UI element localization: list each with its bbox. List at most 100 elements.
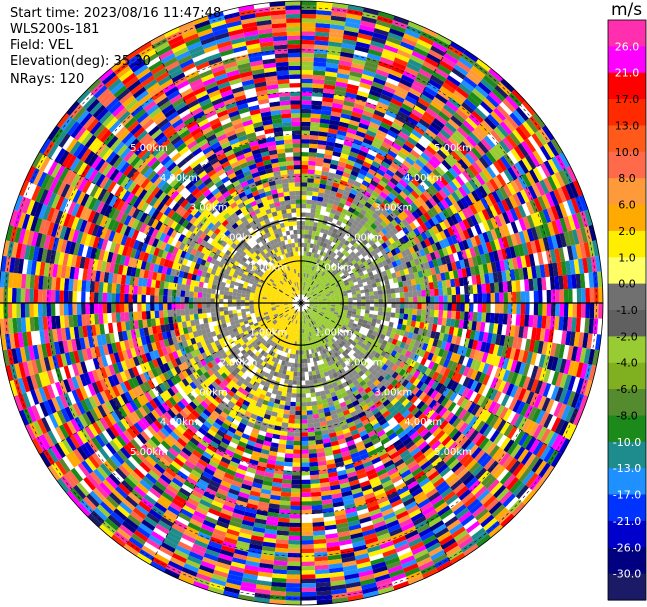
range-gate-cell [357, 268, 363, 274]
range-gate-cell [422, 190, 432, 200]
range-gate-cell [294, 427, 301, 433]
range-gate-cell [384, 184, 394, 193]
range-gate-cell [368, 246, 375, 253]
range-gate-cell [404, 248, 412, 256]
range-gate-cell [443, 218, 451, 229]
range-gate-cell [373, 253, 380, 260]
range-gate-cell [308, 152, 317, 158]
range-gate-cell [422, 27, 439, 38]
range-gate-cell [401, 242, 409, 251]
range-gate-cell [303, 290, 306, 295]
range-gate-cell [305, 273, 308, 278]
range-gate-cell [390, 288, 396, 294]
range-gate-cell [424, 57, 440, 68]
range-gate-cell [307, 431, 315, 437]
range-gate-cell [438, 176, 449, 187]
range-gate-cell [472, 161, 483, 174]
range-gate-cell [415, 142, 426, 153]
range-gate-cell [358, 229, 365, 236]
range-gate-cell [383, 113, 395, 123]
range-gate-cell [413, 227, 421, 237]
range-gate-cell [416, 309, 422, 316]
range-gate-cell [404, 66, 419, 77]
range-gate-cell [304, 291, 307, 296]
range-gate-cell [301, 514, 313, 519]
range-gate-cell [329, 256, 334, 262]
range-gate-cell [316, 284, 321, 289]
range-gate-cell [485, 283, 491, 294]
range-gate-cell [447, 45, 464, 57]
range-gate-cell [346, 83, 360, 91]
range-gate-cell [492, 176, 503, 189]
range-gate-cell [347, 248, 353, 255]
range-gate-cell [347, 79, 361, 87]
range-gate-cell [320, 228, 325, 234]
range-gate-cell [356, 37, 372, 45]
range-gate-cell [424, 316, 430, 324]
range-gate-cell [292, 453, 301, 459]
range-gate-cell [477, 293, 483, 303]
range-gate-cell [334, 254, 339, 260]
range-gate-cell [546, 289, 552, 303]
range-gate-cell [373, 310, 379, 316]
range-gate-cell [285, 600, 301, 605]
range-gate-cell [328, 245, 334, 251]
range-gate-cell [436, 33, 452, 46]
range-gate-cell [326, 249, 332, 255]
range-gate-cell [355, 41, 371, 49]
range-gate-cell [374, 303, 379, 308]
range-gate-cell [319, 118, 330, 124]
range-gate-cell [354, 205, 363, 213]
range-gate-cell [324, 149, 334, 156]
range-gate-cell [488, 91, 503, 105]
range-gate-cell [448, 180, 459, 192]
range-gate-cell [511, 280, 517, 292]
range-gate-cell [355, 216, 362, 223]
range-gate-cell [314, 174, 322, 180]
range-gate-cell [350, 223, 357, 230]
range-gate-cell [407, 21, 424, 32]
range-gate-cell [285, 396, 292, 402]
range-gate-cell [463, 76, 478, 89]
range-gate-cell [358, 248, 365, 255]
range-gate-cell [323, 215, 329, 221]
range-gate-cell [315, 292, 321, 296]
range-gate-cell [312, 276, 317, 281]
range-gate-cell [516, 291, 521, 303]
range-gate-cell [436, 149, 448, 160]
range-gate-cell [294, 363, 298, 368]
range-gate-cell [515, 106, 529, 122]
range-gate-cell [445, 206, 455, 217]
range-gate-cell [398, 202, 407, 211]
range-gate-cell [310, 478, 320, 484]
range-gate-cell [387, 298, 392, 303]
range-gate-cell [387, 149, 398, 159]
range-gate-cell [301, 583, 316, 588]
range-gate-cell [435, 114, 448, 126]
range-gate-cell [458, 172, 469, 184]
range-gate-cell [311, 266, 315, 271]
range-gate-cell [302, 277, 304, 282]
range-gate-cell [455, 286, 461, 295]
range-gate-cell [383, 172, 393, 181]
range-gate-cell [338, 60, 353, 67]
range-gate-cell [462, 120, 475, 133]
range-gate-cell [387, 105, 399, 115]
range-gate-cell [287, 557, 301, 562]
range-gate-cell [459, 311, 465, 321]
range-gate-cell [377, 244, 385, 252]
range-gate-cell [543, 160, 555, 176]
range-gate-cell [406, 116, 419, 126]
range-gate-cell [404, 297, 409, 303]
range-gate-cell [447, 118, 460, 130]
range-gate-cell [439, 221, 448, 231]
range-gate-cell [439, 128, 452, 140]
range-gate-cell [301, 246, 304, 252]
range-gate-cell [333, 243, 339, 249]
range-gate-cell [308, 289, 312, 293]
range-gate-cell [310, 204, 317, 210]
range-gate-cell [390, 189, 400, 198]
range-gate-cell [308, 436, 316, 441]
range-gate-cell [313, 271, 317, 277]
range-gate-cell [325, 207, 332, 213]
